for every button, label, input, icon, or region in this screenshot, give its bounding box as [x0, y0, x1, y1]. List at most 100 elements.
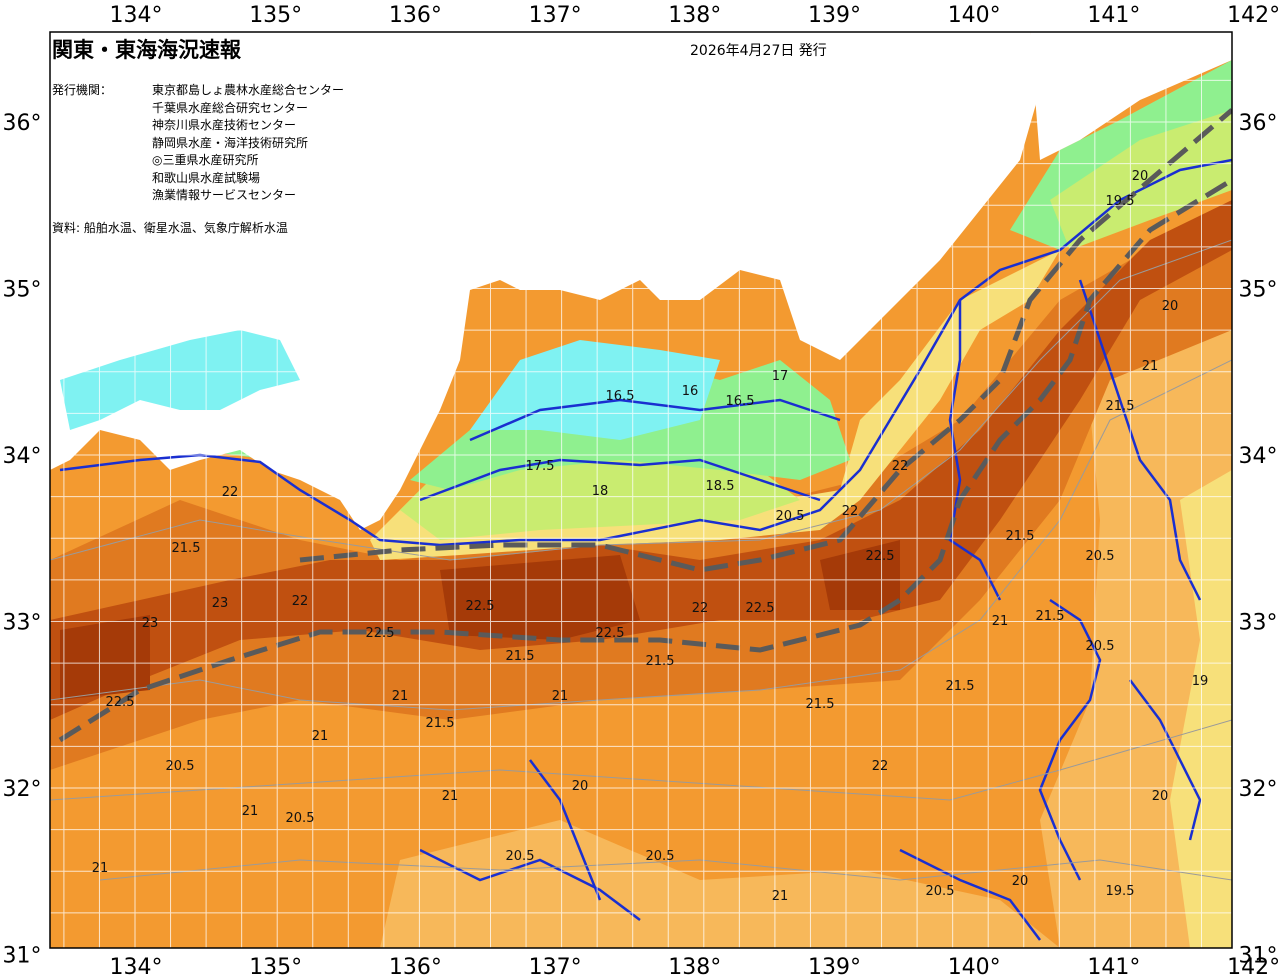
issuer-list: 東京都島しょ農林水産総合センター 千葉県水産総合研究センター 神奈川県水産技術セ…: [152, 82, 412, 205]
longitude-tick-label: 141°: [1087, 955, 1140, 980]
isotherm-label: 22: [892, 459, 909, 474]
isotherm-label: 22.5: [466, 599, 495, 614]
sea-23-core: [50, 200, 1232, 720]
isotherm-label-group: 23 22.5 22 21.5 23 22 22.5 21 21.5 22.5 21.5 21 22.5…: [92, 169, 1209, 904]
lat-lon-grid: [50, 32, 1232, 948]
isotherm-label: 20: [1152, 789, 1169, 804]
land-kii-peninsula: [50, 32, 1040, 530]
latitude-tick-label: 35°: [1239, 278, 1278, 303]
isotherm-label: 16.5: [606, 389, 635, 404]
isotherm-label: 21.5: [1006, 529, 1035, 544]
isotherm-label: 18: [592, 484, 609, 499]
longitude-tick-label: 138°: [668, 955, 721, 980]
isotherm-label: 21.5: [1036, 609, 1065, 624]
issuer-item: 漁業情報サービスセンター: [152, 188, 297, 202]
isotherm-label: 20.5: [926, 884, 955, 899]
isotherm-label: 20.5: [286, 811, 315, 826]
latitude-tick-label: 32°: [1239, 777, 1278, 802]
issue-date: 2026年4月27日 発行: [690, 43, 827, 59]
isotherm-label: 21: [992, 614, 1009, 629]
isotherm-label: 21: [772, 889, 789, 904]
isotherm-label: 19: [1192, 674, 1209, 689]
longitude-tick-label: 135°: [249, 3, 302, 28]
isotherm-label: 21.5: [946, 679, 975, 694]
latitude-tick-label: 34°: [1239, 444, 1278, 469]
latitude-tick-label: 33°: [3, 611, 42, 636]
isotherm-label: 21.5: [426, 716, 455, 731]
isotherm-label: 20.5: [646, 849, 675, 864]
sea-north-east-2: [1050, 110, 1232, 250]
longitude-tick-label: 139°: [808, 3, 861, 28]
isotherm-label: 22.5: [366, 626, 395, 641]
isotherm-label: 22: [222, 485, 239, 500]
map-frame: [49, 31, 1233, 949]
isotherm-label: 19.5: [1106, 884, 1135, 899]
latitude-labels-right: 36° 35° 34° 33° 32° 31°: [1239, 111, 1278, 969]
issuer-item: 東京都島しょ農林水産総合センター: [152, 83, 345, 97]
isotherm-label: 21.5: [806, 697, 835, 712]
latitude-tick-label: 35°: [3, 278, 42, 303]
longitude-tick-label: 140°: [948, 3, 1001, 28]
isotherm-label: 22.5: [746, 601, 775, 616]
isotherm-label: 21: [92, 861, 109, 876]
issuer-item: 神奈川県水産技術センター: [152, 118, 297, 132]
isotherm-label: 21: [242, 804, 259, 819]
land-shikoku: [120, 270, 250, 330]
sea-16-bay: [470, 340, 720, 440]
isotherm-label: 17: [772, 369, 789, 384]
isotherm-label: 21.5: [506, 649, 535, 664]
longitude-tick-label: 141°: [1087, 3, 1140, 28]
isotherm-lines: [59, 158, 1232, 941]
isotherm-label: 20.5: [776, 509, 805, 524]
kuroshio-axis-south: [58, 177, 1232, 743]
issuer-item: 静岡県水産・海洋技術研究所: [152, 135, 309, 150]
latitude-tick-label: 36°: [1239, 111, 1278, 136]
longitude-tick-label: 140°: [948, 955, 1001, 980]
isotherm-label: 21: [442, 789, 459, 804]
isotherm-label: 22: [842, 504, 859, 519]
sea-20-south: [380, 820, 1060, 948]
longitude-tick-label: 142°: [1227, 3, 1280, 28]
land-west-island: [60, 330, 300, 430]
isotherm-label: 22.5: [596, 626, 625, 641]
isotherm-label: 21.5: [1106, 399, 1135, 414]
issuer-label: 発行機関：: [52, 83, 113, 97]
longitude-tick-label: 142°: [1227, 955, 1280, 980]
longitude-tick-label: 137°: [529, 955, 582, 980]
latitude-tick-label: 32°: [3, 777, 42, 802]
isotherm-label: 18.5: [706, 479, 735, 494]
isotherm-label: 22: [872, 759, 889, 774]
isotherm-label: 22: [292, 594, 309, 609]
isotherm-label: 22.5: [106, 695, 135, 710]
issuer-item: ◎三重県水産研究所: [152, 153, 259, 167]
longitude-labels-bottom: 134° 135° 136° 137° 138° 139° 140° 141° 142°: [110, 955, 1280, 980]
issuer-item: 和歌山県水産試験場: [152, 170, 261, 185]
isotherm-label: 21.5: [172, 541, 201, 556]
isotherm-label: 23: [142, 616, 159, 631]
isotherm-label: 21: [312, 729, 329, 744]
longitude-labels-top: 134° 135° 136° 137° 138° 139° 140° 141° 142°: [110, 3, 1280, 28]
isotherm-label: 20.5: [1086, 639, 1115, 654]
isotherm-label: 20.5: [1086, 549, 1115, 564]
isotherm-label: 20: [1132, 169, 1149, 184]
isotherm-label: 20: [1162, 299, 1179, 314]
issuer-item: 千葉県水産総合研究センター: [152, 100, 309, 115]
longitude-tick-label: 136°: [389, 955, 442, 980]
longitude-tick-label: 139°: [808, 955, 861, 980]
isotherm-label: 21.5: [646, 654, 675, 669]
isotherm-label: 16.5: [726, 394, 755, 409]
longitude-tick-label: 138°: [668, 3, 721, 28]
isotherm-label: 20: [572, 779, 589, 794]
latitude-tick-label: 34°: [3, 444, 42, 469]
longitude-tick-label: 137°: [529, 3, 582, 28]
isotherm-label: 19.5: [1106, 194, 1135, 209]
isotherm-label: 21: [1142, 359, 1159, 374]
longitude-tick-label: 134°: [110, 955, 163, 980]
isotherm-label: 20.5: [506, 849, 535, 864]
map-title: 関東・東海海況速報: [52, 38, 241, 62]
kuroshio-axis-north: [299, 108, 1232, 573]
isotherm-label: 23: [212, 596, 229, 611]
latitude-tick-label: 36°: [3, 111, 42, 136]
longitude-tick-label: 135°: [249, 955, 302, 980]
